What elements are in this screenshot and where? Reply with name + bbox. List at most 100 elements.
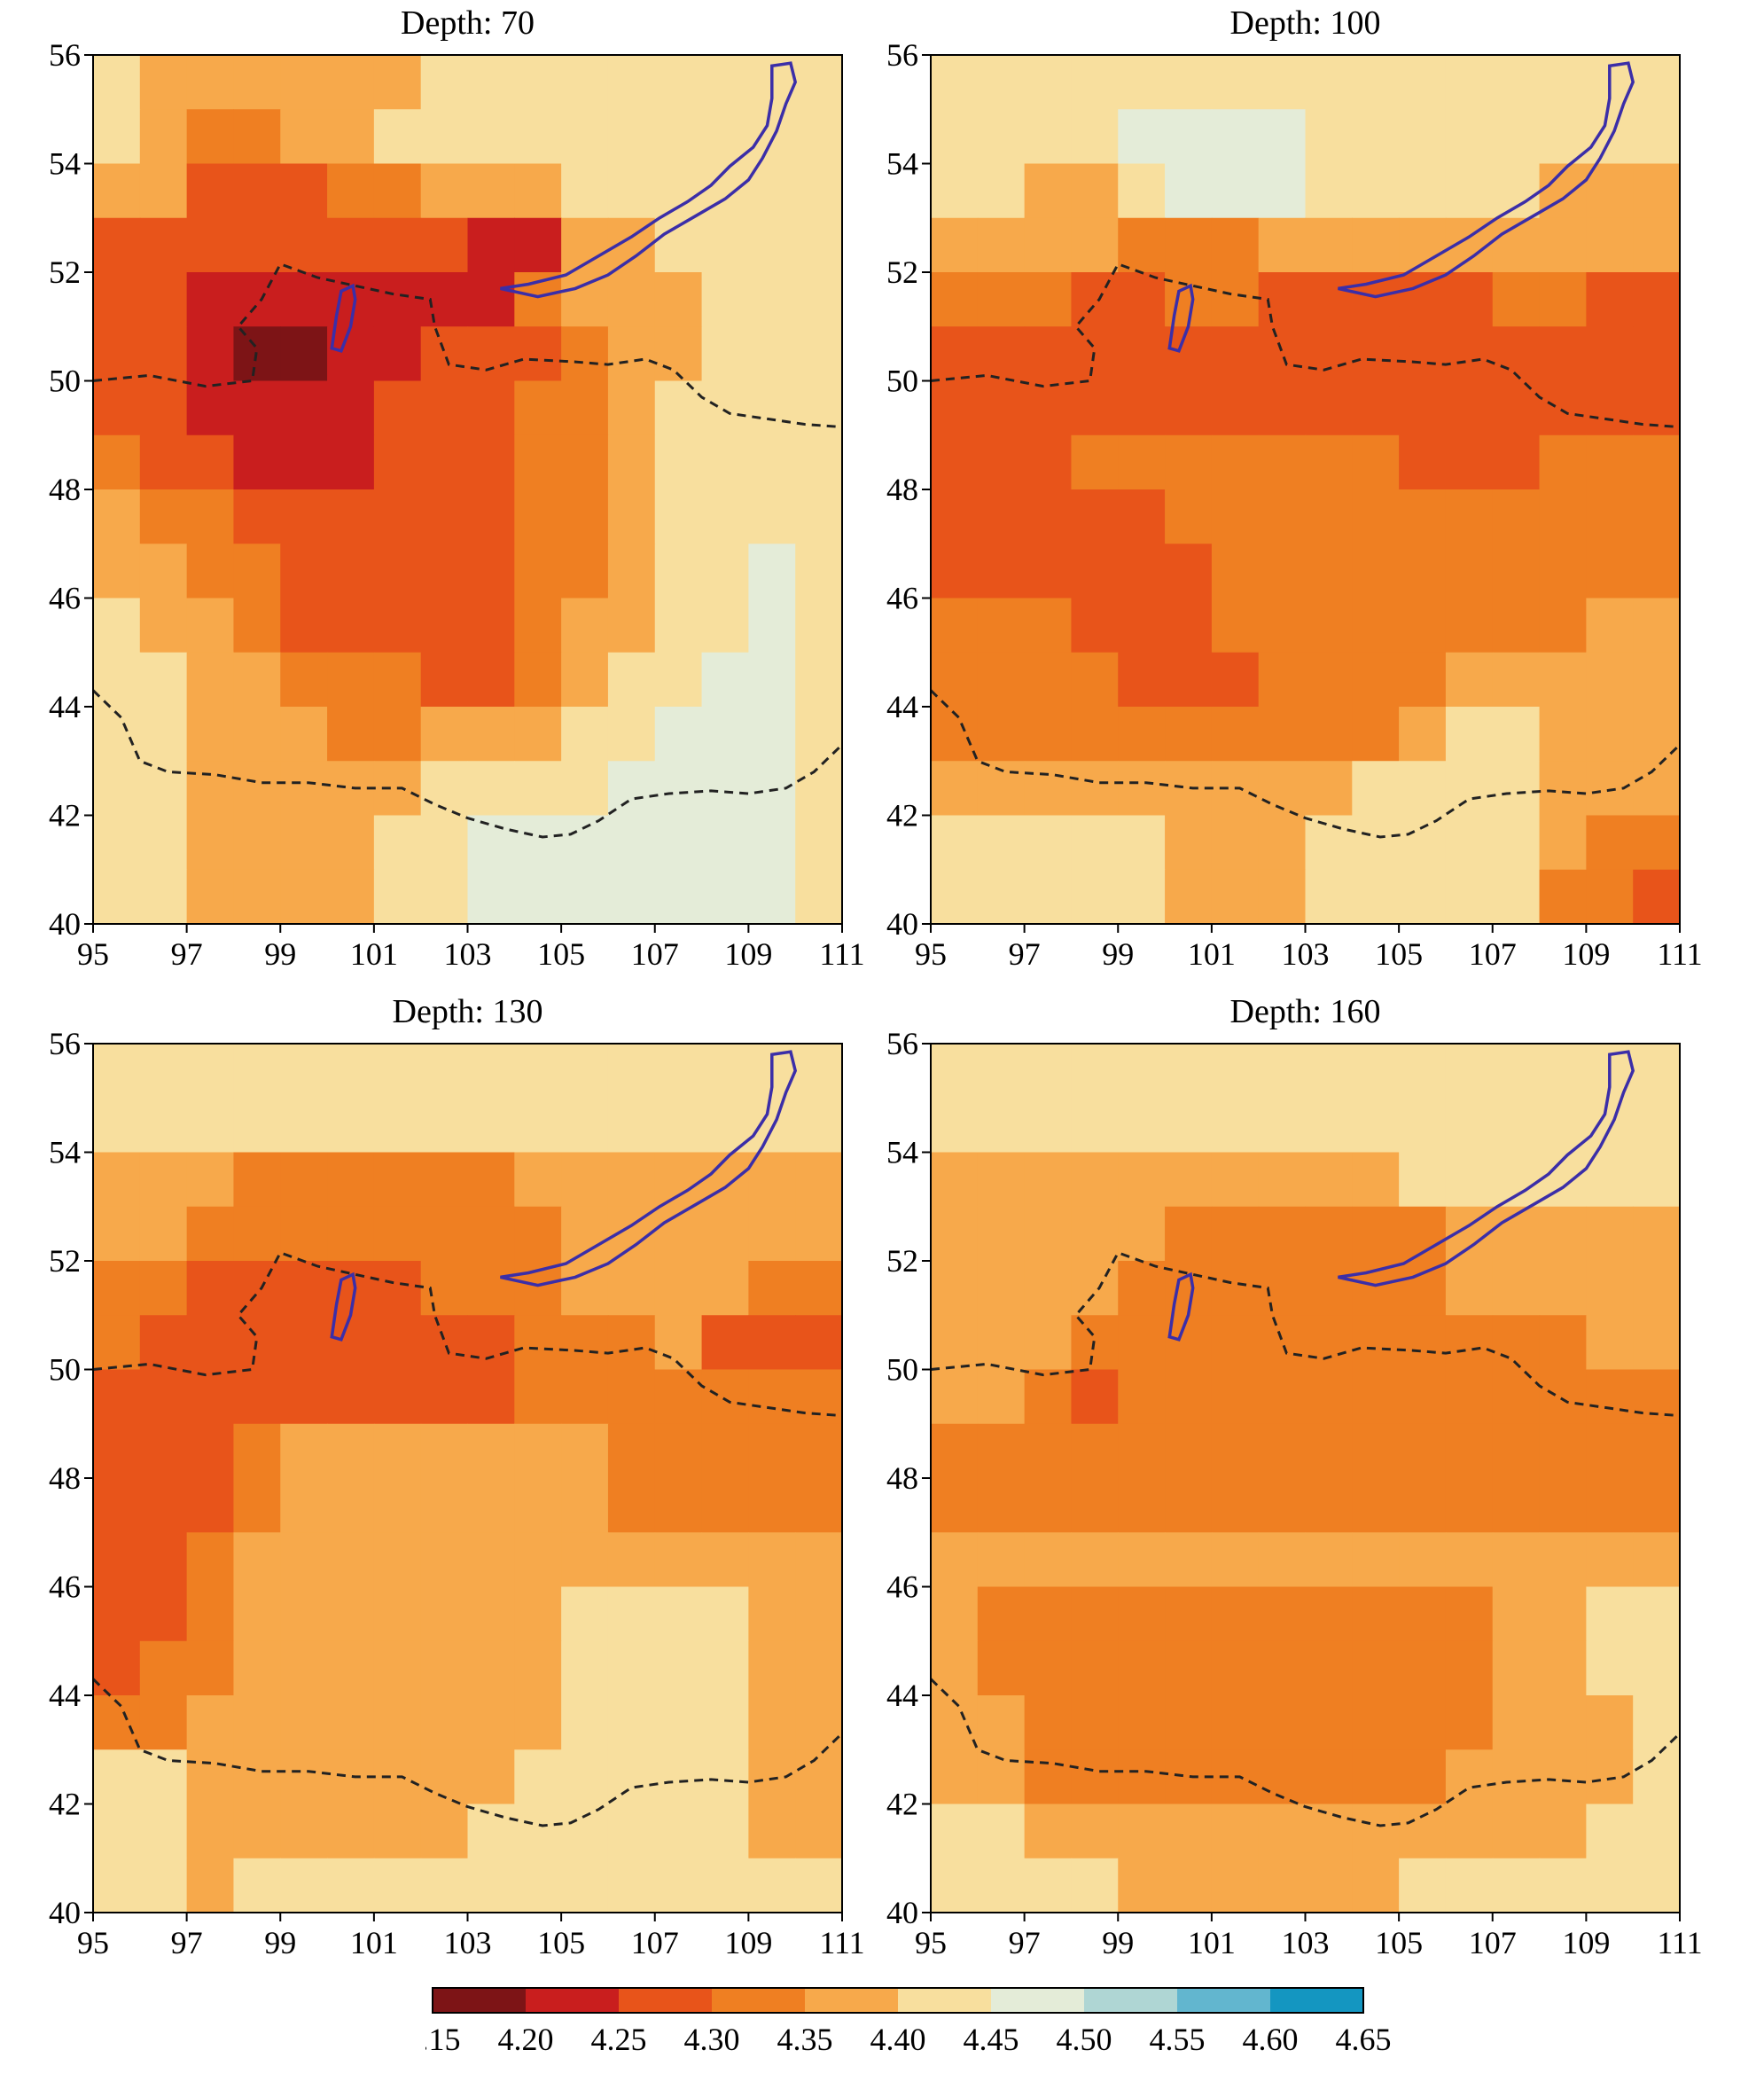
- heatmap-cell: [1118, 434, 1166, 490]
- heatmap-cell: [1211, 1098, 1260, 1154]
- heatmap-cell: [1165, 1640, 1213, 1696]
- y-tick-label: 46: [886, 1569, 918, 1605]
- heatmap-cell: [1586, 489, 1634, 544]
- heatmap-cell: [931, 489, 979, 544]
- heatmap-cell: [420, 1315, 469, 1371]
- heatmap-cell: [977, 652, 1026, 708]
- heatmap-cell: [607, 1098, 656, 1154]
- heatmap-cell: [1539, 272, 1587, 327]
- heatmap-cell: [373, 1804, 422, 1859]
- heatmap-cell: [1024, 1695, 1073, 1750]
- heatmap-cell: [931, 1044, 979, 1099]
- heatmap-cell: [977, 272, 1026, 327]
- heatmap-cell: [1258, 1478, 1307, 1533]
- heatmap-cell: [1539, 380, 1587, 436]
- heatmap-cell: [514, 1478, 562, 1533]
- heatmap-cell: [654, 1478, 703, 1533]
- heatmap-cell: [420, 815, 469, 871]
- heatmap-cell: [514, 707, 562, 762]
- heatmap-cell: [1633, 1586, 1681, 1642]
- heatmap-cell: [233, 598, 281, 653]
- heatmap-cell: [748, 217, 796, 273]
- heatmap-cell: [93, 598, 141, 653]
- heatmap-cell: [1492, 1695, 1541, 1750]
- heatmap-cell: [931, 1858, 979, 1913]
- heatmap-cell: [795, 1423, 843, 1479]
- heatmap-cell: [1071, 1858, 1119, 1913]
- heatmap-cell: [795, 163, 843, 219]
- heatmap-cell: [1352, 1804, 1400, 1859]
- heatmap-cell: [1118, 652, 1166, 708]
- heatmap-cell: [467, 326, 515, 382]
- heatmap-cell: [467, 1261, 515, 1316]
- heatmap-cell: [514, 109, 562, 165]
- heatmap-cell: [420, 1369, 469, 1425]
- heatmap-cell: [1445, 544, 1494, 599]
- heatmap-cell: [327, 869, 375, 925]
- heatmap-cell: [420, 434, 469, 490]
- heatmap-cell: [748, 380, 796, 436]
- heatmap-cell: [795, 1478, 843, 1533]
- heatmap-cell: [977, 163, 1026, 219]
- heatmap-cell: [467, 434, 515, 490]
- heatmap-cell: [748, 1478, 796, 1533]
- heatmap-cell: [186, 1261, 235, 1316]
- heatmap-cell: [1633, 869, 1681, 925]
- heatmap-cell: [1633, 163, 1681, 219]
- heatmap-cell: [1539, 1423, 1587, 1479]
- heatmap-cell: [373, 1152, 422, 1208]
- heatmap-cell: [93, 1369, 141, 1425]
- heatmap-cell: [1492, 1858, 1541, 1913]
- heatmap-cell: [795, 272, 843, 327]
- heatmap-cell: [280, 1261, 328, 1316]
- heatmap-cell: [186, 598, 235, 653]
- heatmap-cell: [139, 1261, 188, 1316]
- heatmap-cell: [1118, 1749, 1166, 1805]
- heatmap-cell: [931, 815, 979, 871]
- heatmap-cell: [1071, 109, 1119, 165]
- colorbar: 4.15 4.20 4.25 4.30 4.35 4.40 4.45 4.50 4.55 4.60…: [405, 1984, 1418, 2086]
- heatmap-cell: [1633, 380, 1681, 436]
- heatmap-cell: [977, 1315, 1026, 1371]
- heatmap-cell: [1305, 761, 1353, 817]
- heatmap-cell: [1165, 1423, 1213, 1479]
- heatmap-cell: [139, 707, 188, 762]
- heatmap-cell: [1165, 1858, 1213, 1913]
- heatmap-cell: [1211, 1369, 1260, 1425]
- heatmap-cell: [1633, 1532, 1681, 1588]
- heatmap-cell: [1586, 1369, 1634, 1425]
- heatmap-cell: [93, 652, 141, 708]
- heatmap-cell: [1633, 55, 1681, 110]
- heatmap-cell: [280, 1315, 328, 1371]
- heatmap-cell: [795, 1098, 843, 1154]
- heatmap-cell: [233, 1640, 281, 1696]
- heatmap-cell: [186, 652, 235, 708]
- heatmap-cell: [1445, 707, 1494, 762]
- heatmap-cell: [1352, 109, 1400, 165]
- y-tick-label: 54: [49, 1135, 81, 1170]
- x-tick-label: 105: [537, 936, 585, 972]
- map-panel-depth-160: Depth: 160 95 97 99 101 103 105 107 109 111 56 54 52…: [873, 989, 1703, 1973]
- heatmap-cell: [977, 1640, 1026, 1696]
- colorbar-swatch: [526, 1988, 619, 2013]
- heatmap-cell: [280, 761, 328, 817]
- heatmap-cell: [139, 434, 188, 490]
- heatmap-cell: [977, 1478, 1026, 1533]
- x-tick-label: 111: [819, 936, 864, 972]
- heatmap-cell: [1352, 544, 1400, 599]
- heatmap-cell: [280, 544, 328, 599]
- heatmap-cell: [1633, 1098, 1681, 1154]
- heatmap-cell: [373, 434, 422, 490]
- heatmap-cell: [1211, 1152, 1260, 1208]
- heatmap-cell: [1258, 326, 1307, 382]
- heatmap-cell: [373, 489, 422, 544]
- heatmap-cell: [1633, 1206, 1681, 1262]
- heatmap-cell: [1445, 761, 1494, 817]
- heatmap-cell: [1445, 1261, 1494, 1316]
- heatmap-cell: [280, 815, 328, 871]
- heatmap-cell: [748, 815, 796, 871]
- heatmap-cell: [1539, 1315, 1587, 1371]
- heatmap-cell: [1305, 1478, 1353, 1533]
- y-tick-label: 42: [49, 798, 81, 833]
- heatmap-cell: [1586, 1695, 1634, 1750]
